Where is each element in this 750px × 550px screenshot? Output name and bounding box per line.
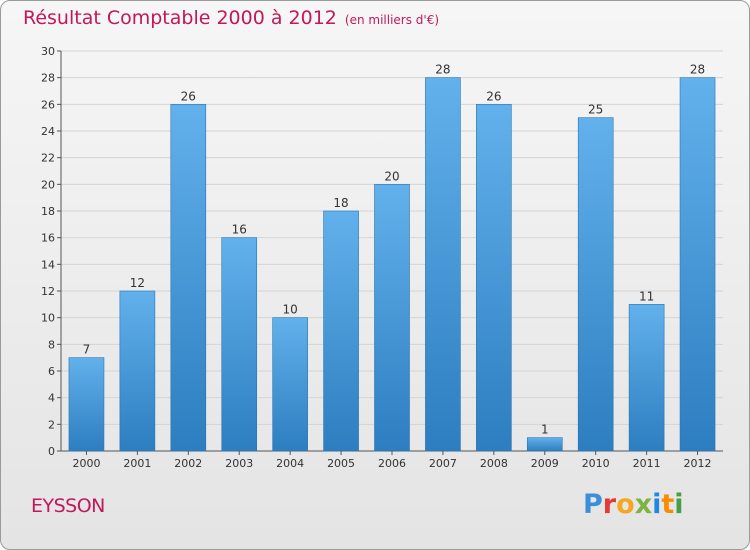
bar-value-label: 26 <box>181 89 196 103</box>
chart-title: Résultat Comptable 2000 à 2012 (en millie… <box>23 7 439 29</box>
bar-value-label: 16 <box>232 223 247 237</box>
x-tick-label: 2006 <box>378 457 406 470</box>
bar-value-label: 1 <box>541 423 549 437</box>
logo-letter: o <box>616 489 635 520</box>
x-tick-label: 2012 <box>684 457 712 470</box>
y-tick-label: 14 <box>41 258 55 271</box>
bar-2011 <box>628 304 665 452</box>
y-tick-label: 16 <box>41 232 55 245</box>
chart-subtitle: (en milliers d'€) <box>344 13 440 27</box>
logo-letter: i <box>674 489 684 520</box>
y-tick-label: 0 <box>48 445 55 458</box>
y-tick-label: 8 <box>48 338 55 351</box>
bar-2003 <box>221 237 258 452</box>
bar-2004 <box>272 317 308 452</box>
bar-2008 <box>476 104 512 452</box>
bar-2012 <box>679 77 716 452</box>
y-tick-label: 6 <box>48 365 55 378</box>
x-tick-label: 2003 <box>225 457 253 470</box>
bar-value-label: 28 <box>435 63 450 77</box>
x-tick-label: 2000 <box>72 457 100 470</box>
bar-value-label: 12 <box>130 276 145 290</box>
chart-title-text: Résultat Comptable 2000 à 2012 <box>23 7 337 29</box>
logo-letter: t <box>661 489 675 520</box>
bar-value-label: 7 <box>83 343 91 357</box>
y-tick-label: 24 <box>41 125 55 138</box>
x-tick-label: 2002 <box>174 457 202 470</box>
y-tick-label: 10 <box>41 312 55 325</box>
y-tick-label: 20 <box>41 178 55 191</box>
bar-2002 <box>170 104 207 452</box>
x-tick-label: 2009 <box>531 457 559 470</box>
logo-letter: r <box>602 489 617 520</box>
bar-2006 <box>374 184 410 452</box>
logo-letter: P <box>583 489 603 520</box>
y-tick-label: 28 <box>41 72 55 85</box>
logo-letter: i <box>652 489 662 520</box>
bar-2000 <box>68 357 105 452</box>
commune-name: EYSSON <box>31 495 105 517</box>
bar-value-label: 18 <box>333 196 348 210</box>
x-tick-label: 2011 <box>633 457 661 470</box>
bar-2009 <box>526 437 563 452</box>
bar-value-label: 26 <box>486 89 501 103</box>
proxiti-logo: Proxiti <box>583 489 684 520</box>
y-tick-label: 26 <box>41 98 55 111</box>
logo-letter: x <box>634 489 653 520</box>
bar-value-label: 20 <box>384 169 399 183</box>
y-tick-label: 30 <box>41 45 55 58</box>
bar-2010 <box>577 117 614 452</box>
bar-value-label: 25 <box>588 103 603 117</box>
x-tick-label: 2008 <box>480 457 508 470</box>
y-tick-label: 22 <box>41 152 55 165</box>
y-tick-label: 18 <box>41 205 55 218</box>
x-tick-label: 2010 <box>582 457 610 470</box>
bar-value-label: 10 <box>283 303 298 317</box>
y-tick-label: 4 <box>48 392 55 405</box>
bar-2007 <box>425 77 461 452</box>
bar-value-label: 28 <box>690 63 705 77</box>
bar-value-label: 11 <box>639 289 654 303</box>
y-tick-label: 12 <box>41 285 55 298</box>
x-tick-label: 2004 <box>276 457 304 470</box>
bar-2005 <box>323 210 359 452</box>
x-tick-label: 2001 <box>123 457 151 470</box>
bar-2001 <box>119 290 156 452</box>
x-tick-label: 2007 <box>429 457 457 470</box>
x-tick-label: 2005 <box>327 457 355 470</box>
y-tick-label: 2 <box>48 418 55 431</box>
